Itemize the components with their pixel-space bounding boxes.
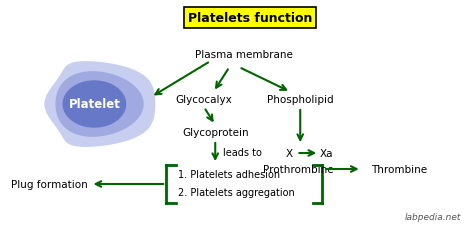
Text: Platelets function: Platelets function xyxy=(188,12,312,25)
Text: Glycoprotein: Glycoprotein xyxy=(182,128,248,137)
Polygon shape xyxy=(45,63,155,147)
Text: 1. Platelets adhesion: 1. Platelets adhesion xyxy=(178,169,281,179)
Text: Plasma membrane: Plasma membrane xyxy=(195,50,292,60)
Text: Thrombine: Thrombine xyxy=(371,164,428,174)
Text: leads to: leads to xyxy=(223,147,262,157)
Text: Platelet: Platelet xyxy=(68,98,120,111)
Text: Glycocalyx: Glycocalyx xyxy=(175,94,232,105)
Text: X: X xyxy=(285,148,292,158)
Text: 2. Platelets aggregation: 2. Platelets aggregation xyxy=(178,187,295,197)
Polygon shape xyxy=(63,82,126,128)
Polygon shape xyxy=(56,73,143,137)
Text: Prothrombine: Prothrombine xyxy=(263,164,334,174)
Text: Plug formation: Plug formation xyxy=(11,179,88,189)
Text: Xa: Xa xyxy=(320,148,333,158)
Text: labpedia.net: labpedia.net xyxy=(404,212,461,221)
Text: Phospholipid: Phospholipid xyxy=(267,94,334,105)
